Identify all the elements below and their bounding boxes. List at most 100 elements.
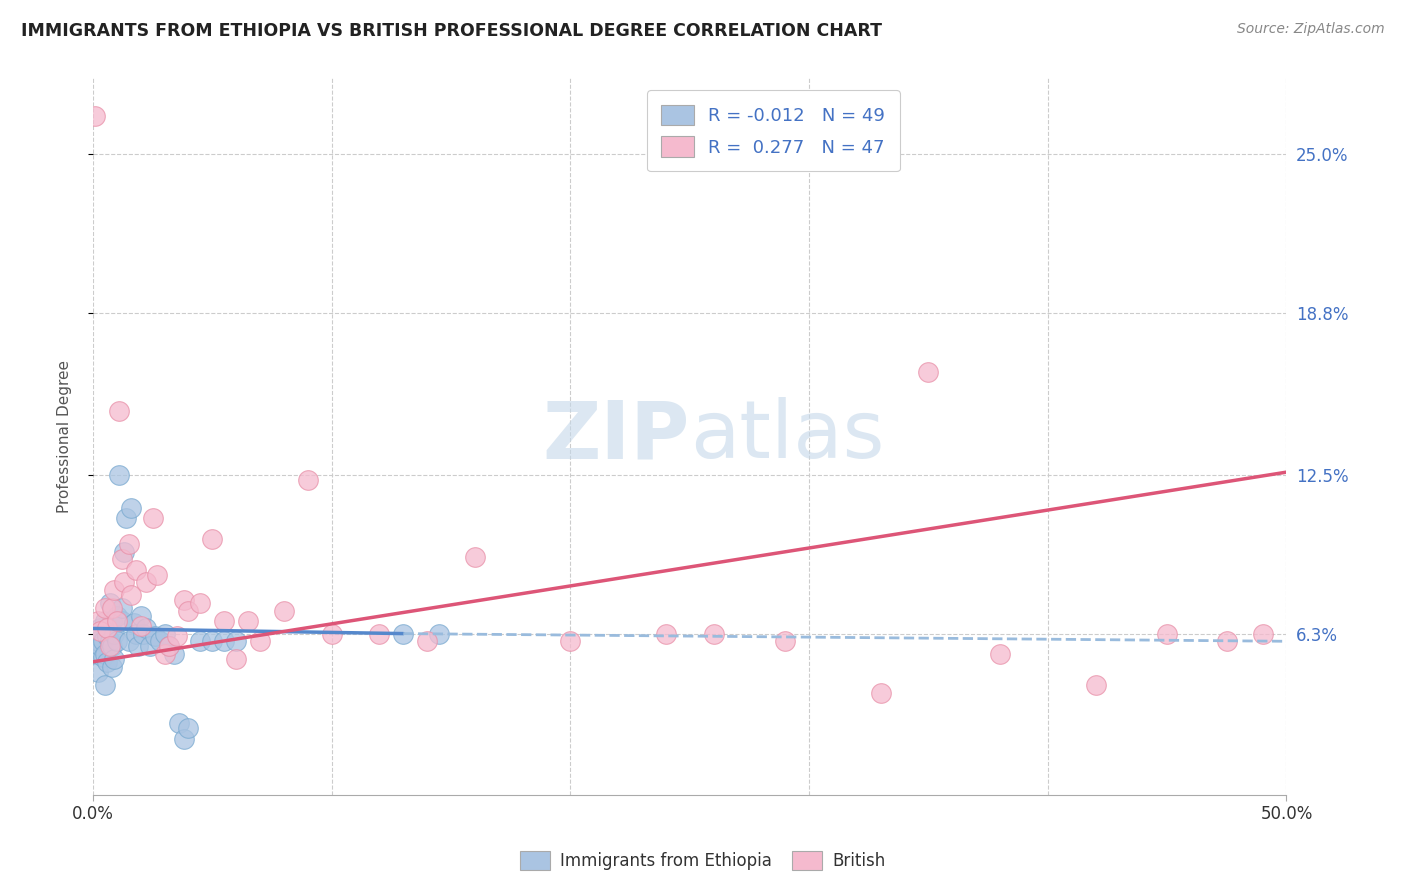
Point — [108, 467, 131, 482]
Point — [135, 622, 157, 636]
Point — [225, 652, 247, 666]
Point — [773, 634, 796, 648]
Point — [94, 614, 117, 628]
Point — [96, 622, 118, 636]
Point — [98, 596, 121, 610]
Point — [201, 634, 224, 648]
Point — [125, 626, 148, 640]
Point — [105, 634, 128, 648]
Point — [120, 588, 142, 602]
Point — [103, 626, 125, 640]
Point — [101, 640, 124, 654]
Point — [122, 616, 145, 631]
Point — [917, 365, 939, 379]
Point — [94, 678, 117, 692]
Legend: Immigrants from Ethiopia, British: Immigrants from Ethiopia, British — [513, 844, 893, 877]
Point — [173, 731, 195, 746]
Point — [111, 552, 134, 566]
Point — [98, 634, 121, 648]
Point — [143, 629, 166, 643]
Text: atlas: atlas — [690, 397, 884, 475]
Point — [96, 629, 118, 643]
Point — [127, 640, 149, 654]
Point — [321, 626, 343, 640]
Point — [87, 634, 110, 648]
Point — [163, 647, 186, 661]
Point — [139, 640, 162, 654]
Point — [167, 716, 190, 731]
Point — [703, 626, 725, 640]
Point — [153, 647, 176, 661]
Point — [89, 624, 111, 638]
Point — [177, 603, 200, 617]
Point — [105, 608, 128, 623]
Y-axis label: Professional Degree: Professional Degree — [58, 359, 72, 513]
Point — [101, 601, 124, 615]
Point — [87, 614, 110, 628]
Point — [84, 647, 107, 661]
Point — [129, 619, 152, 633]
Point — [238, 614, 260, 628]
Point — [225, 634, 247, 648]
Point — [869, 685, 891, 699]
Text: Source: ZipAtlas.com: Source: ZipAtlas.com — [1237, 22, 1385, 37]
Point — [111, 601, 134, 615]
Point — [157, 640, 180, 654]
Point — [115, 511, 138, 525]
Point — [105, 614, 128, 628]
Point — [91, 649, 114, 664]
Point — [112, 575, 135, 590]
Point — [132, 626, 155, 640]
Point — [108, 403, 131, 417]
Point — [120, 501, 142, 516]
Point — [988, 647, 1011, 661]
Point — [1156, 626, 1178, 640]
Point — [111, 614, 134, 628]
Point — [249, 634, 271, 648]
Point — [153, 626, 176, 640]
Text: IMMIGRANTS FROM ETHIOPIA VS BRITISH PROFESSIONAL DEGREE CORRELATION CHART: IMMIGRANTS FROM ETHIOPIA VS BRITISH PROF… — [21, 22, 882, 40]
Point — [427, 626, 450, 640]
Point — [655, 626, 678, 640]
Point — [1216, 634, 1239, 648]
Point — [101, 614, 124, 628]
Point — [149, 634, 172, 648]
Text: ZIP: ZIP — [543, 397, 690, 475]
Point — [166, 629, 188, 643]
Point — [190, 634, 212, 648]
Point — [142, 511, 165, 525]
Point — [214, 634, 236, 648]
Point — [84, 109, 107, 123]
Point — [464, 549, 486, 564]
Point — [135, 575, 157, 590]
Point — [273, 603, 295, 617]
Point — [118, 634, 141, 648]
Point — [1251, 626, 1274, 640]
Point — [173, 593, 195, 607]
Point — [103, 652, 125, 666]
Point — [89, 640, 111, 654]
Point — [368, 626, 391, 640]
Point — [177, 722, 200, 736]
Point — [118, 537, 141, 551]
Point — [157, 640, 180, 654]
Point — [146, 567, 169, 582]
Point — [94, 647, 117, 661]
Point — [129, 608, 152, 623]
Point — [112, 544, 135, 558]
Point — [96, 655, 118, 669]
Point — [87, 665, 110, 679]
Legend: R = -0.012   N = 49, R =  0.277   N = 47: R = -0.012 N = 49, R = 0.277 N = 47 — [647, 90, 900, 171]
Point — [560, 634, 582, 648]
Point — [103, 582, 125, 597]
Point — [201, 532, 224, 546]
Point — [214, 614, 236, 628]
Point — [91, 634, 114, 648]
Point — [89, 622, 111, 636]
Point — [98, 640, 121, 654]
Point — [125, 562, 148, 576]
Point — [416, 634, 439, 648]
Point — [392, 626, 415, 640]
Point — [101, 660, 124, 674]
Point — [297, 473, 319, 487]
